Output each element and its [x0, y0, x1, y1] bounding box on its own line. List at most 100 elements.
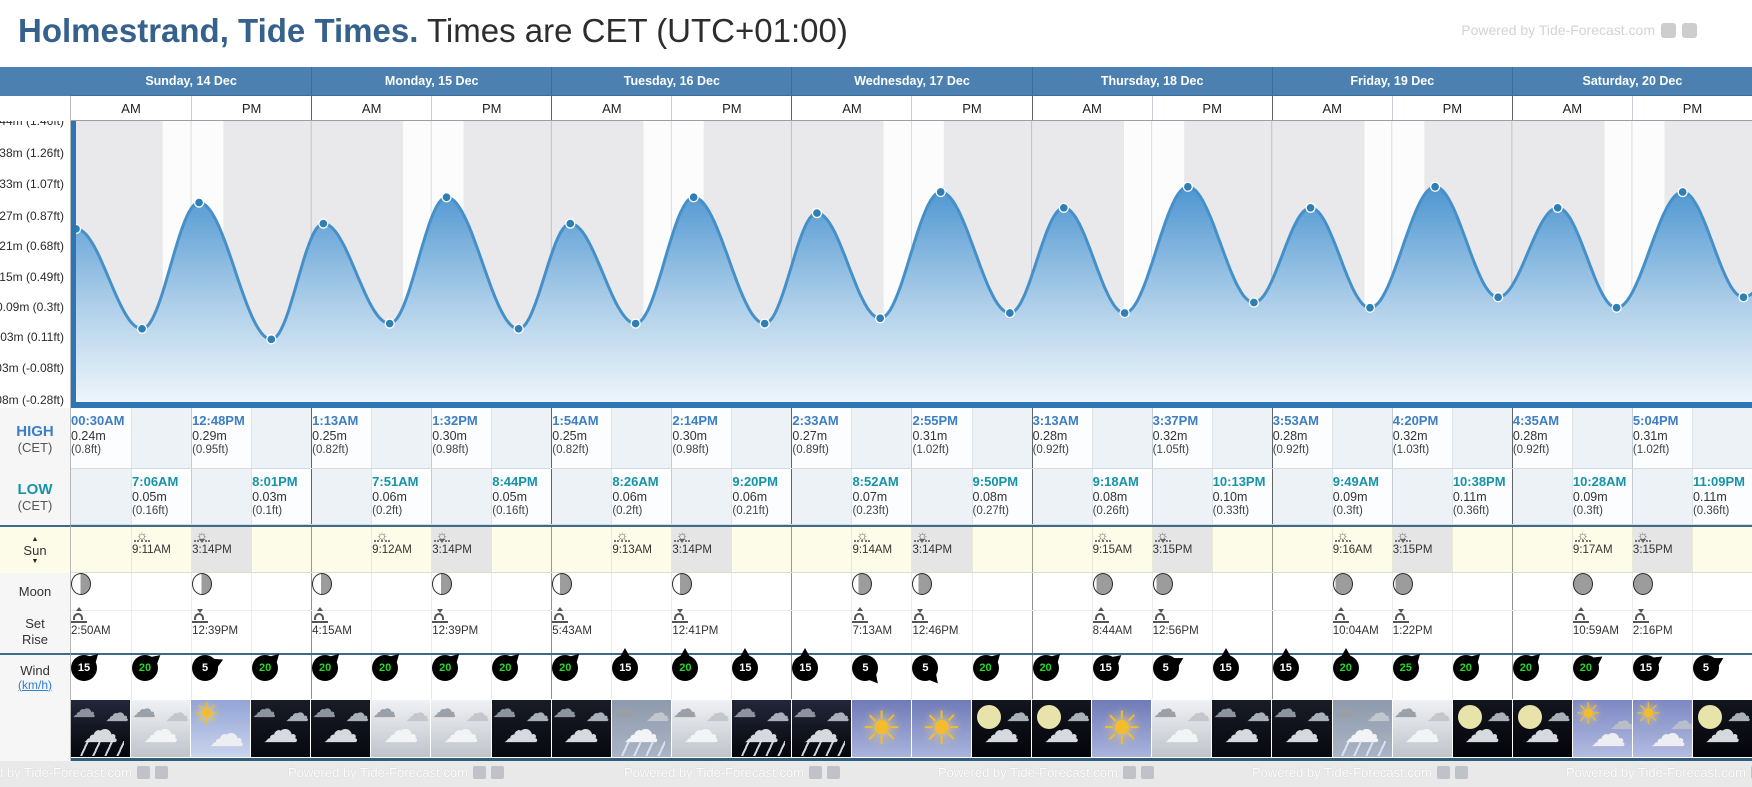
social-share-icon[interactable] — [154, 766, 168, 779]
wind-badge: 20 — [312, 650, 343, 681]
tide-high-cell — [1091, 408, 1152, 468]
tide-high-cell: 1:32PM 0.30m (0.98ft) — [431, 408, 492, 468]
sunrise-icon: ☼ — [134, 527, 151, 543]
wind-badge: 20 — [1572, 652, 1606, 681]
sun-icon: ☀ — [193, 700, 221, 731]
wind-speed: 20 — [1519, 662, 1532, 674]
sunrise-cell: ☼ 9:14AM — [851, 527, 912, 572]
social-share-icon[interactable] — [1122, 766, 1136, 779]
social-share-icon[interactable] — [472, 766, 486, 779]
tide-height-m: 0.08m — [972, 490, 1008, 504]
tide-height-ft: (0.98ft) — [432, 444, 469, 456]
sort-down-icon[interactable]: ▼ — [31, 557, 39, 565]
powered-by-link[interactable]: Powered by Tide-Forecast.com — [624, 765, 804, 780]
wind-speed: 20 — [1459, 662, 1472, 674]
tide-time: 3:53AM — [1272, 413, 1319, 428]
wind-direction-arrow — [1273, 648, 1299, 681]
sun-cell — [491, 527, 552, 572]
sunrise-icon: ☼ — [614, 527, 631, 543]
wind-speed: 20 — [319, 662, 332, 674]
rain-icon — [737, 741, 785, 756]
tide-height-m: 0.28m — [1032, 429, 1068, 443]
tide-time: 11:09PM — [1692, 474, 1745, 489]
social-share-icon[interactable] — [490, 766, 504, 779]
tide-time: 8:01PM — [252, 474, 298, 489]
powered-by-link[interactable]: Powered by Tide-Forecast.com — [0, 765, 132, 780]
social-share-icon[interactable] — [1661, 22, 1676, 38]
rain-icon — [1338, 741, 1386, 756]
tide-time: 9:50PM — [972, 474, 1019, 489]
wind-unit-link[interactable]: (km/h) — [18, 677, 52, 692]
social-share-icon[interactable] — [808, 766, 822, 779]
wind-cell: 5 — [911, 655, 972, 699]
tide-low-point — [136, 323, 148, 334]
sunset-icon: ☼ — [1634, 527, 1651, 543]
powered-by-footer: Powered by Tide-Forecast.com — [624, 765, 840, 780]
social-share-icon[interactable] — [1750, 766, 1752, 779]
wind-cell: 20 — [491, 650, 552, 699]
wind-cell: 5 — [851, 655, 912, 699]
social-share-icon[interactable] — [1436, 766, 1450, 779]
tide-height-ft: (0.3ft) — [1332, 505, 1363, 517]
moon-cell — [311, 573, 372, 610]
moon-cell — [791, 573, 852, 610]
social-share-icon[interactable] — [1454, 766, 1468, 779]
sun-row: ▲ Sun ▼ ☼ 9:11AM ☼ 3:14PM ☼ 9:12AM ☼ 3:14PM ☼ 9:1… — [0, 525, 1752, 573]
ampm-label: PM — [671, 96, 791, 120]
powered-by-footer: Powered by Tide-Forecast.com — [938, 765, 1154, 780]
moon-setrise-cell: 2:50AM — [71, 607, 132, 653]
sun-icon: ☀ — [860, 701, 903, 754]
tide-high-cell — [131, 408, 192, 468]
y-axis-label: 0.03m (0.11ft) — [0, 330, 64, 345]
sunset-time: 3:14PM — [912, 544, 953, 556]
moon-label-text: Moon — [18, 583, 52, 599]
wind-badge: 15 — [1212, 648, 1239, 681]
powered-by-link[interactable]: Powered by Tide-Forecast.com — [1566, 765, 1746, 780]
tide-low-cell — [1151, 469, 1212, 524]
moon-cell — [1211, 573, 1272, 610]
wind-cell: 15 — [71, 650, 132, 699]
tide-height-m: 0.06m — [612, 490, 648, 504]
tide-chart — [71, 121, 1752, 408]
moon-cell — [1691, 573, 1752, 610]
wind-cell: 20 — [971, 650, 1032, 699]
tide-low-cell — [431, 469, 492, 524]
tide-high-cell: 2:14PM 0.30m (0.98ft) — [671, 408, 732, 468]
social-share-icon[interactable] — [1682, 22, 1697, 38]
tide-time: 3:13AM — [1032, 413, 1079, 428]
sun-cell — [1031, 527, 1092, 572]
social-share-icon[interactable] — [826, 766, 840, 779]
tide-time: 8:26AM — [612, 474, 659, 489]
tide-curve-svg — [71, 121, 1752, 402]
powered-by-link[interactable]: Powered by Tide-Forecast.com — [938, 765, 1118, 780]
cloud-icon: ☁ — [563, 709, 600, 750]
cloud-icon: ☁ — [1404, 709, 1441, 750]
wind-badge: 5 — [912, 655, 943, 687]
moon-icon — [1517, 705, 1542, 729]
moon-cell — [1331, 573, 1392, 610]
powered-by-link[interactable]: Powered by Tide-Forecast.com — [1252, 765, 1432, 780]
wind-direction-arrow — [732, 648, 758, 681]
cloud-icon: ☁ — [732, 700, 757, 723]
sunrise-icon: ☼ — [1094, 527, 1111, 543]
social-share-icon[interactable] — [1140, 766, 1154, 779]
cloud-icon: ☁ — [465, 700, 490, 727]
social-share-icon[interactable] — [136, 766, 150, 779]
sun-cell — [1511, 527, 1572, 572]
cloud-icon: ☁ — [432, 700, 457, 723]
moon-setrise-cell — [611, 611, 672, 653]
powered-by-link[interactable]: Powered by Tide-Forecast.com — [1461, 22, 1655, 38]
cloud-icon: ☁ — [1043, 709, 1080, 750]
sort-up-icon[interactable]: ▲ — [31, 535, 39, 543]
sunrise-cell: ☼ 9:15AM — [1091, 527, 1152, 572]
weather-icon-cloudy: ☁ ☁ ☁ — [1392, 700, 1452, 757]
wind-badge: 15 — [792, 648, 819, 681]
moon-phase-icon — [1392, 573, 1413, 595]
cloud-icon: ☁ — [765, 700, 790, 727]
cloud-icon: ☁ — [372, 700, 397, 723]
powered-by-link[interactable]: Powered by Tide-Forecast.com — [288, 765, 468, 780]
cloud-icon: ☁ — [503, 709, 540, 750]
tide-time: 10:38PM — [1452, 474, 1506, 489]
tide-low-cell — [311, 469, 372, 524]
powered-by-footer: Powered by Tide-Forecast.com — [1252, 765, 1468, 780]
